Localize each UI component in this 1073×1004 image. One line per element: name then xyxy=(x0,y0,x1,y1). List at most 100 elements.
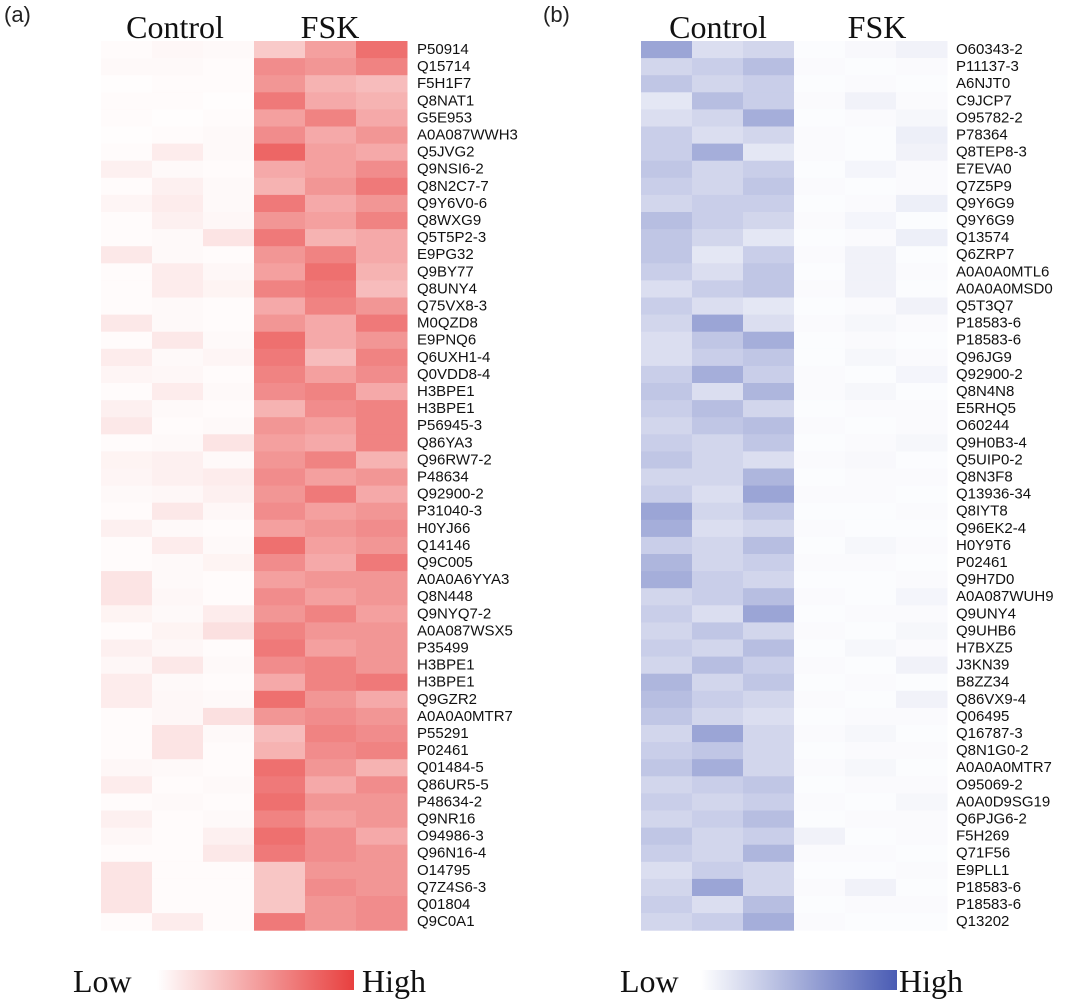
row-label: H7BXZ5 xyxy=(956,640,1013,657)
heatmap-cell xyxy=(254,690,306,709)
heatmap-cell xyxy=(356,92,408,110)
heatmap-cell xyxy=(254,297,306,316)
heatmap-cell xyxy=(101,314,153,333)
panel-b-legend-high: High xyxy=(899,963,963,999)
heatmap-cell xyxy=(101,383,153,401)
heatmap-cell xyxy=(152,519,204,538)
heatmap-cell xyxy=(845,707,897,726)
row-label: A0A087WSX5 xyxy=(417,622,513,639)
heatmap-cell xyxy=(305,468,357,487)
row-label: P48634-2 xyxy=(417,793,482,810)
heatmap-cell xyxy=(743,143,795,162)
row-label: P11137-3 xyxy=(956,58,1019,75)
heatmap-cell xyxy=(845,383,897,401)
heatmap-cell xyxy=(356,759,408,777)
heatmap-cell xyxy=(356,519,408,538)
heatmap-cell xyxy=(203,878,255,897)
row-label: A0A0A0MTR7 xyxy=(417,708,513,725)
heatmap-cell xyxy=(692,536,744,555)
heatmap-cell xyxy=(203,297,255,316)
row-label: H0Y9T6 xyxy=(956,537,1011,554)
row-label: Q5UIP0-2 xyxy=(956,451,1023,468)
heatmap-cell xyxy=(896,348,948,367)
row-label: E5RHQ5 xyxy=(956,400,1016,417)
heatmap-cell xyxy=(356,75,408,93)
heatmap-cell xyxy=(152,246,204,264)
heatmap-cell xyxy=(101,913,153,931)
heatmap-cell xyxy=(743,622,795,640)
heatmap-cell xyxy=(305,656,357,675)
row-label: A0A087WWH3 xyxy=(417,127,518,144)
heatmap-cell xyxy=(101,41,153,59)
heatmap-cell xyxy=(152,143,204,162)
row-label: Q01484-5 xyxy=(417,759,484,776)
heatmap-cell xyxy=(896,725,948,743)
heatmap-cell xyxy=(794,400,846,418)
heatmap-cell xyxy=(203,126,255,145)
row-label: Q75VX8-3 xyxy=(417,298,487,315)
heatmap-cell xyxy=(692,605,744,623)
heatmap-cell xyxy=(641,331,693,350)
heatmap-cell xyxy=(692,331,744,350)
heatmap-cell xyxy=(896,383,948,401)
row-label: Q7Z4S6-3 xyxy=(417,879,486,896)
heatmap-cell xyxy=(845,639,897,658)
heatmap-cell xyxy=(356,639,408,658)
heatmap-cell xyxy=(794,126,846,145)
heatmap-cell xyxy=(896,451,948,469)
heatmap-cell xyxy=(152,468,204,487)
heatmap-cell xyxy=(356,588,408,606)
heatmap-cell xyxy=(641,690,693,709)
heatmap-cell xyxy=(896,331,948,350)
heatmap-cell xyxy=(305,759,357,777)
row-label: H3BPE1 xyxy=(417,383,475,400)
heatmap-cell xyxy=(896,280,948,298)
heatmap-cell xyxy=(254,229,306,247)
heatmap-cell xyxy=(845,690,897,709)
heatmap-cell xyxy=(896,622,948,640)
heatmap-cell xyxy=(101,571,153,589)
heatmap-cell xyxy=(743,212,795,230)
heatmap-cell xyxy=(152,297,204,316)
heatmap-cell xyxy=(845,331,897,350)
heatmap-cell xyxy=(845,417,897,435)
heatmap-cell xyxy=(896,707,948,726)
heatmap-cell xyxy=(641,348,693,367)
heatmap-cell xyxy=(152,622,204,640)
row-label: Q6PJG6-2 xyxy=(956,811,1027,828)
heatmap-cell xyxy=(203,365,255,384)
heatmap-cell xyxy=(356,212,408,230)
heatmap-cell xyxy=(896,126,948,145)
heatmap-cell xyxy=(356,810,408,829)
heatmap-cell xyxy=(845,177,897,196)
heatmap-cell xyxy=(101,519,153,538)
heatmap-cell xyxy=(203,707,255,726)
heatmap-cell xyxy=(356,314,408,333)
heatmap-cell xyxy=(152,793,204,811)
row-label: Q9NYQ7-2 xyxy=(417,605,491,622)
heatmap-cell xyxy=(356,896,408,914)
row-label: Q8N4N8 xyxy=(956,383,1014,400)
heatmap-cell xyxy=(641,417,693,435)
heatmap-cell xyxy=(101,725,153,743)
heatmap-cell xyxy=(101,861,153,880)
heatmap-cell xyxy=(101,742,153,760)
row-label: Q9Y6V0-6 xyxy=(417,195,487,212)
heatmap-cell xyxy=(743,690,795,709)
heatmap-cell xyxy=(641,297,693,316)
heatmap-cell xyxy=(743,58,795,76)
heatmap-cell xyxy=(692,759,744,777)
heatmap-cell xyxy=(152,194,204,213)
heatmap-cell xyxy=(254,314,306,333)
heatmap-cell xyxy=(896,554,948,572)
heatmap-cell xyxy=(254,212,306,230)
heatmap-cell xyxy=(896,58,948,76)
row-label: P18583-6 xyxy=(956,332,1021,349)
heatmap-cell xyxy=(692,468,744,487)
heatmap-cell xyxy=(641,126,693,145)
heatmap-cell xyxy=(356,280,408,298)
heatmap-cell xyxy=(743,434,795,452)
heatmap-cell xyxy=(152,571,204,589)
heatmap-cell xyxy=(305,314,357,333)
heatmap-cell xyxy=(845,571,897,589)
